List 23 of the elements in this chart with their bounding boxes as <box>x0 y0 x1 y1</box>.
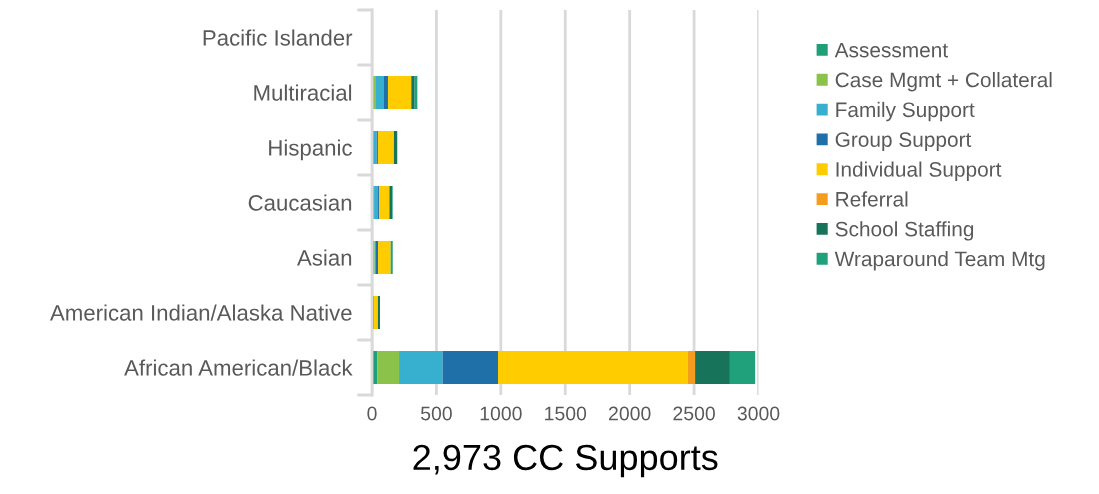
x-tick-label: 2000 <box>609 406 651 421</box>
y-tick-label: Caucasian <box>248 194 352 211</box>
x-tick-label: 2500 <box>673 406 715 421</box>
legend-label: Family Support <box>836 101 975 122</box>
y-tick-label: Multiracial <box>254 84 352 101</box>
x-tick-label: 0 <box>367 406 377 421</box>
legend-label: Group Support <box>835 132 972 152</box>
x-tick-label: 500 <box>420 406 452 421</box>
legend-label: Wraparound Team Mtg <box>834 251 1045 271</box>
legend-label: Assessment <box>834 42 948 58</box>
y-tick-label: African American/Black <box>124 359 353 376</box>
x-tick-label: 3000 <box>737 406 780 421</box>
x-axis-title: 2,973 CC Supports <box>413 444 718 478</box>
y-tick-label: American Indian/Alaska Native <box>50 304 352 321</box>
legend-label: Referral <box>836 191 908 207</box>
y-tick-label: Hispanic <box>269 139 352 161</box>
x-tick-label: 1500 <box>545 406 587 421</box>
y-tick-label: Asian <box>297 249 352 266</box>
legend-label: Individual Support <box>836 161 1002 181</box>
x-tick-label: 1000 <box>480 406 522 421</box>
legend-label: Case Mgmt + Collateral <box>835 72 1052 92</box>
y-tick-label: Pacific Islander <box>203 29 353 46</box>
legend-label: School Staffing <box>835 221 974 241</box>
